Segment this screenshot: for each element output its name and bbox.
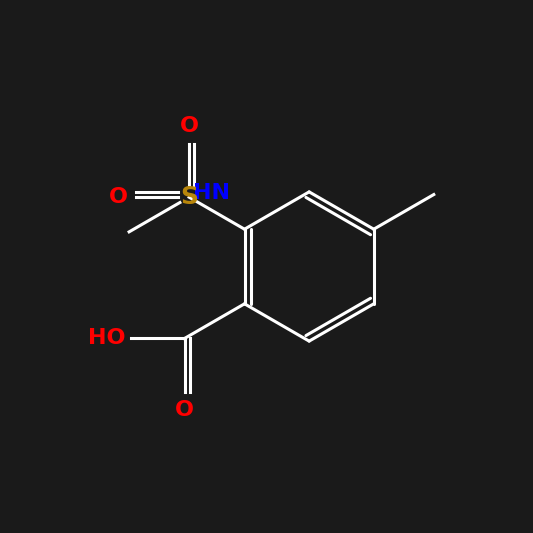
Text: O: O [109, 187, 128, 207]
Text: S: S [180, 185, 198, 209]
Text: HN: HN [193, 182, 230, 203]
Text: O: O [180, 116, 199, 136]
Text: O: O [175, 400, 194, 420]
Text: HO: HO [88, 328, 126, 349]
